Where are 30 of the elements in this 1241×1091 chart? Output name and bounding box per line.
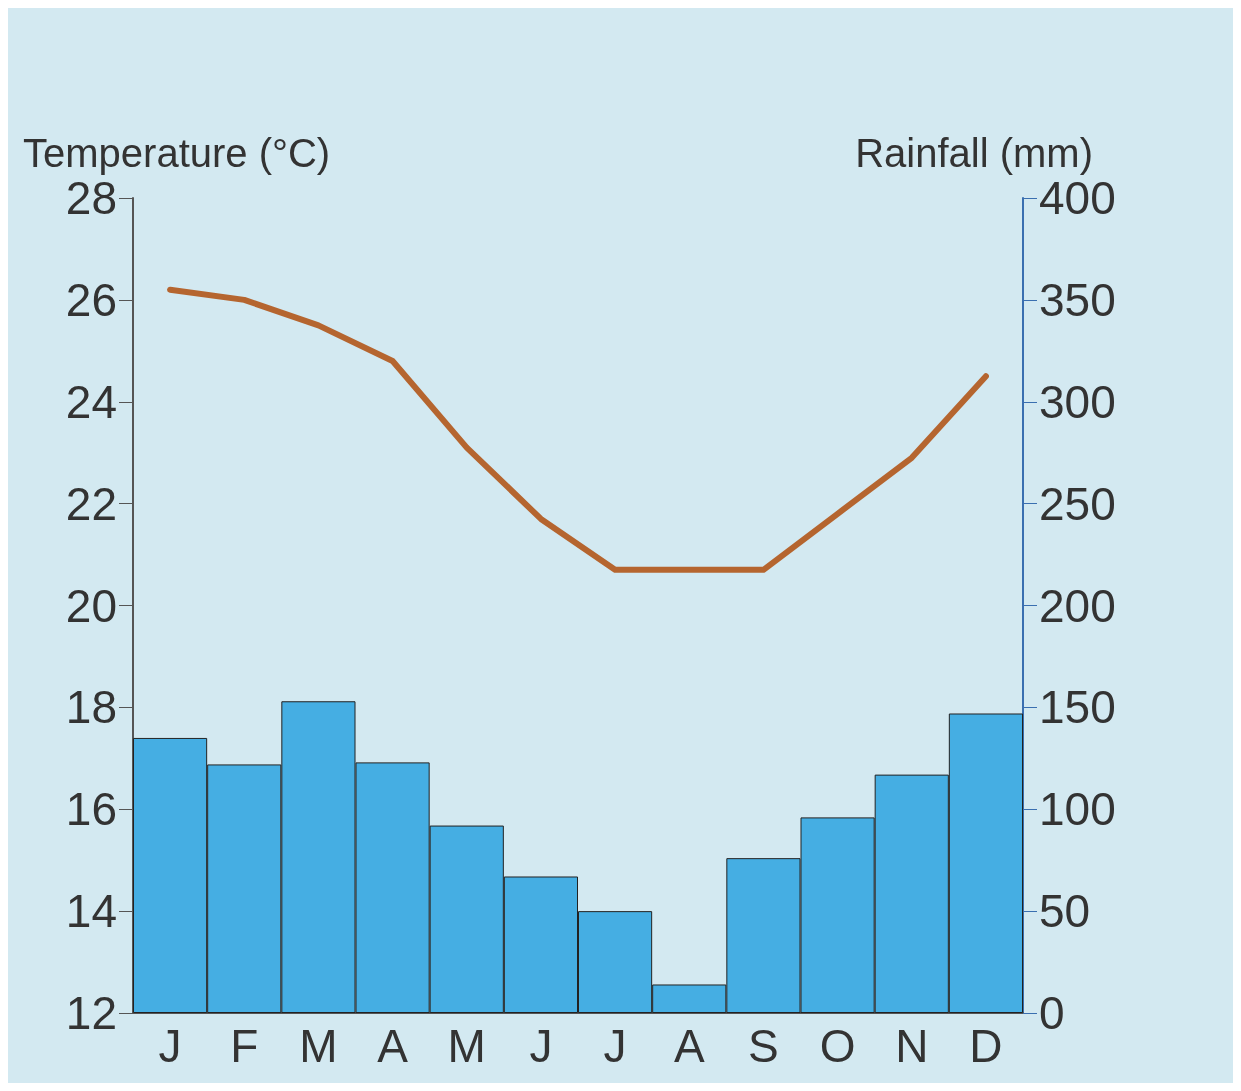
x-tick-label: M	[299, 1020, 338, 1072]
x-tick-label: J	[529, 1020, 553, 1072]
y-tick-label: 18	[65, 681, 117, 734]
x-tick-label: A	[673, 1020, 705, 1072]
y2-tick-label: 300	[1039, 375, 1116, 428]
y2-axis-title: Rainfall (mm)	[855, 131, 1093, 176]
y-tick-label: 22	[65, 477, 117, 530]
y2-tick-label: 100	[1039, 783, 1116, 836]
y2-tick-label: 200	[1039, 579, 1116, 632]
x-tick-label: M	[447, 1020, 486, 1072]
y-tick-label: 24	[65, 375, 117, 428]
y2-tick-label: 50	[1039, 885, 1091, 938]
y-axis-title: Temperature (°C)	[23, 131, 331, 176]
y2-tick-label: 350	[1039, 273, 1116, 326]
x-tick-label: S	[748, 1020, 779, 1072]
x-tick-label: D	[969, 1020, 1003, 1072]
x-tick-label: F	[230, 1020, 259, 1072]
y-tick-label: 12	[65, 987, 117, 1039]
y2-tick-label: 0	[1039, 987, 1065, 1039]
y-tick-label: 16	[65, 783, 117, 836]
y2-tick-label: 250	[1039, 477, 1116, 530]
y-tick-label: 14	[65, 885, 117, 938]
x-tick-label: J	[603, 1020, 627, 1072]
x-tick-label: A	[377, 1020, 409, 1072]
y2-tick-label: 150	[1039, 681, 1116, 734]
x-tick-label: N	[895, 1020, 929, 1072]
y-tick-label: 26	[65, 273, 117, 326]
x-tick-label: J	[158, 1020, 182, 1072]
x-tick-label: O	[819, 1020, 856, 1072]
y-tick-label: 20	[65, 579, 117, 632]
